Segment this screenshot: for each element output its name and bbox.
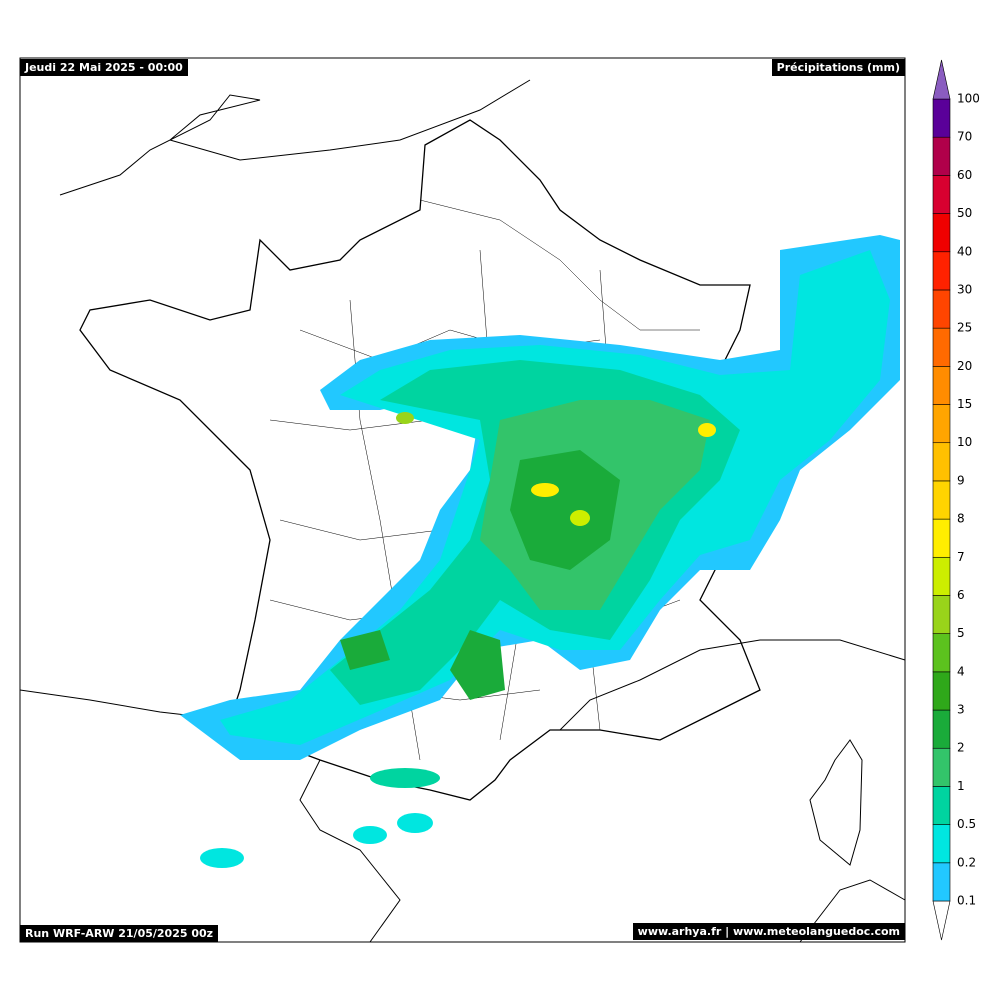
colorbar-box xyxy=(932,366,951,405)
colorbar-label: 50 xyxy=(957,206,972,220)
colorbar-box xyxy=(932,518,951,558)
colorbar-box xyxy=(932,556,951,596)
coastlines xyxy=(19,79,906,943)
colorbar-box xyxy=(932,289,951,329)
colorbar-high-triangle xyxy=(932,59,951,100)
colorbar-label: 5 xyxy=(957,626,965,640)
colorbar-label: 9 xyxy=(957,473,965,487)
colorbar-label: 20 xyxy=(957,359,972,373)
colorbar-label: 7 xyxy=(957,550,965,564)
precipitation xyxy=(180,235,900,868)
colorbar-label: 60 xyxy=(957,168,972,182)
colorbar-box xyxy=(932,98,951,138)
colorbar-box xyxy=(932,404,951,444)
colorbar-box xyxy=(932,862,951,902)
colorbar-box xyxy=(932,327,951,367)
colorbar-box xyxy=(932,747,951,787)
colorbar-label: 25 xyxy=(957,321,972,335)
run-label: Run WRF-ARW 21/05/2025 00z xyxy=(20,925,219,942)
colorbar-label: 40 xyxy=(957,244,972,258)
colorbar-box xyxy=(932,251,951,291)
date-label: Jeudi 22 Mai 2025 - 00:00 xyxy=(20,59,188,76)
colorbar-label: 100 xyxy=(957,92,980,106)
colorbar-box xyxy=(932,633,951,673)
colorbar-label: 2 xyxy=(957,741,965,755)
colorbar-label: 15 xyxy=(957,397,972,411)
colorbar-label: 4 xyxy=(957,664,965,678)
colorbar-box xyxy=(932,824,951,864)
colorbar-label: 6 xyxy=(957,588,965,602)
colorbar-label: 1 xyxy=(957,779,965,793)
colorbar-box xyxy=(932,480,951,520)
colorbar-label: 0.5 xyxy=(957,817,976,831)
colorbar-label: 3 xyxy=(957,703,965,717)
colorbar-low-triangle xyxy=(932,900,951,941)
colorbar-label: 30 xyxy=(957,282,972,296)
colorbar-label: 0.2 xyxy=(957,855,976,869)
credits-label: www.arhya.fr | www.meteolanguedoc.com xyxy=(632,923,905,940)
colorbar-box xyxy=(932,709,951,749)
colorbar-box xyxy=(932,213,951,253)
colorbar-box xyxy=(932,786,951,825)
colorbar-box xyxy=(932,442,951,482)
colorbar-box xyxy=(932,671,951,711)
map-frame xyxy=(19,57,906,943)
colorbar-box xyxy=(932,175,951,214)
colorbar-label: 10 xyxy=(957,435,972,449)
colorbar-box xyxy=(932,136,951,176)
colorbar-box xyxy=(932,595,951,634)
colorbar-label: 8 xyxy=(957,512,965,526)
variable-label: Précipitations (mm) xyxy=(771,59,905,76)
colorbar: 0.1 0.2 0.5 1 2 3 4 5 6 7 8 9 10 15 20 25 30 40 50 60 70 100 xyxy=(932,59,980,941)
colorbar-label: 70 xyxy=(957,130,972,144)
colorbar-label: 0.1 xyxy=(957,894,976,908)
